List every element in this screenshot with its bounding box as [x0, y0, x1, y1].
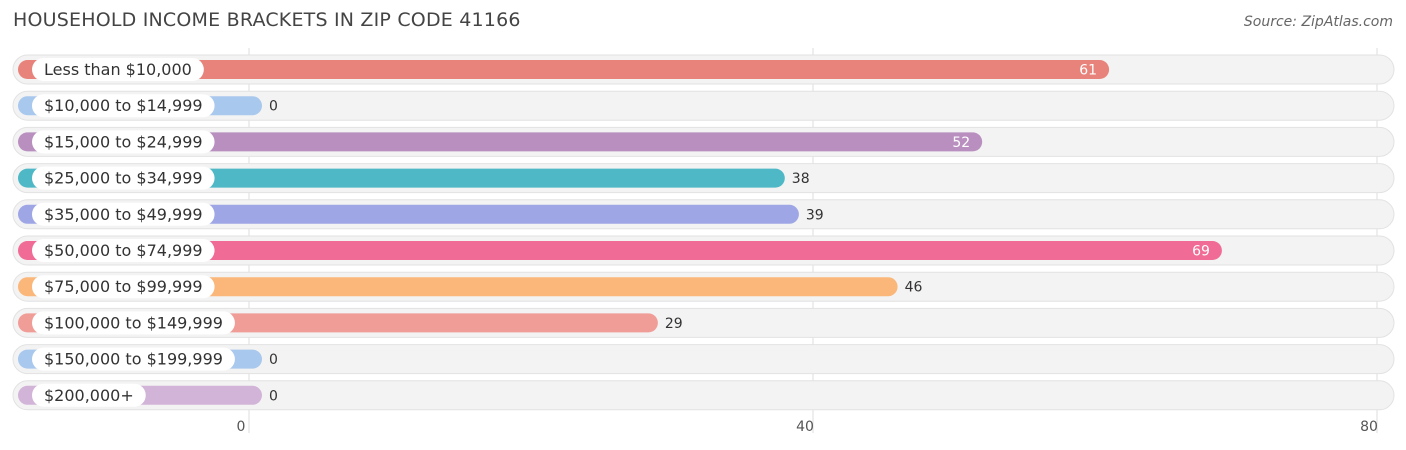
category-label: $25,000 to $34,999 — [44, 169, 203, 188]
bar — [18, 241, 1222, 260]
bar-row: $25,000 to $34,999 38 — [12, 163, 1395, 194]
category-label-pill — [32, 202, 215, 226]
value-label: 61 — [1079, 63, 1097, 79]
value-label: 39 — [806, 207, 824, 223]
bar-row: $100,000 to $149,999 29 — [12, 307, 1395, 338]
bar-row: $35,000 to $49,999 39 — [12, 199, 1395, 230]
category-label: $75,000 to $99,999 — [44, 277, 203, 296]
category-label-pill — [32, 311, 235, 335]
bar — [18, 132, 983, 152]
x-tick-label: 40 — [796, 419, 814, 435]
source-credit: Source: ZipAtlas.com — [1243, 14, 1393, 30]
category-label-pill — [32, 347, 235, 371]
category-label: Less than $10,000 — [44, 60, 192, 79]
bar-row: Less than $10,000 61 — [12, 54, 1395, 85]
category-label: $10,000 to $14,999 — [44, 96, 203, 115]
bar — [18, 60, 1110, 79]
bar-row: $200,000+ 0 — [12, 380, 1395, 411]
value-label: 0 — [269, 352, 278, 368]
category-label: $15,000 to $24,999 — [44, 132, 203, 151]
row-track — [12, 90, 1395, 121]
value-label: 46 — [905, 280, 923, 296]
row-track — [12, 380, 1395, 411]
bar-row: $150,000 to $199,999 0 — [12, 344, 1395, 375]
category-label: $100,000 to $149,999 — [44, 313, 223, 332]
category-label-pill — [32, 166, 215, 190]
category-label: $35,000 to $49,999 — [44, 205, 203, 224]
bar-row: $10,000 to $14,999 0 — [12, 90, 1395, 121]
row-track — [12, 344, 1395, 375]
category-label-pill — [32, 130, 215, 154]
bar-row: $50,000 to $74,999 69 — [12, 235, 1395, 266]
x-tick-label: 80 — [1360, 419, 1378, 435]
category-label-pill — [32, 239, 215, 262]
category-label: $150,000 to $199,999 — [44, 350, 223, 369]
x-axis-ticks: 0 40 80 — [237, 419, 1378, 435]
x-tick-label: 0 — [237, 419, 246, 435]
value-label: 69 — [1192, 244, 1210, 260]
value-label: 0 — [269, 99, 278, 115]
value-label: 38 — [792, 171, 810, 187]
category-label-pill — [32, 94, 215, 118]
value-label: 52 — [952, 135, 970, 151]
category-label-pill — [32, 383, 146, 407]
category-label: $50,000 to $74,999 — [44, 241, 203, 260]
category-label-pill — [32, 275, 215, 299]
chart-title: HOUSEHOLD INCOME BRACKETS IN ZIP CODE 41… — [13, 9, 521, 31]
bar-row: $75,000 to $99,999 46 — [12, 271, 1395, 302]
value-label: 29 — [665, 316, 683, 332]
bar-row: $15,000 to $24,999 52 — [12, 126, 1395, 157]
category-label: $200,000+ — [44, 386, 134, 405]
bar-rows: Less than $10,000 61$10,000 to $14,999 0$1… — [12, 54, 1395, 411]
category-label-pill — [32, 58, 204, 81]
bar — [18, 277, 898, 297]
value-label: 0 — [269, 388, 278, 404]
